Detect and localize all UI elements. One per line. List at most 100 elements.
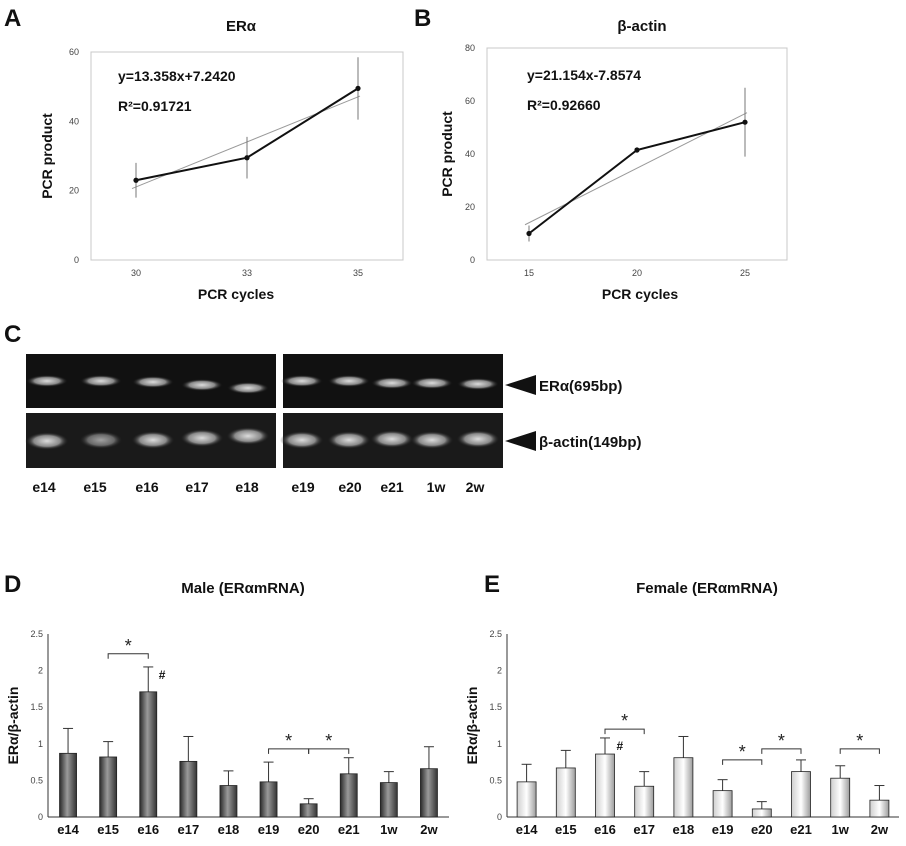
equation-label-b: y=21.154x-7.8574 (527, 67, 641, 83)
x-tick-label-e-e17: e17 (633, 822, 655, 837)
bar-e-e21 (791, 771, 811, 818)
bar-d-e20 (299, 803, 318, 818)
panel-letter-e: E (484, 571, 500, 598)
data-point-a-1 (244, 155, 250, 161)
x-tick-label-d-1w: 1w (380, 822, 398, 837)
gel-band-actin-e14 (25, 432, 69, 450)
y-axis-label-a: PCR product (39, 113, 55, 199)
lane-label-2w: 2w (466, 479, 485, 495)
y-tick-label-a-1: 20 (69, 186, 79, 196)
arrow-era-icon (505, 375, 536, 395)
data-point-a-0 (133, 177, 139, 183)
x-tick-label-d-e19: e19 (258, 822, 280, 837)
chart-d: Male (ERαmRNA) ERα/β-actin 0 0.5 1 1.5 2 2.5 e14… (5, 580, 449, 837)
y-tick-label-e-3: 1.5 (489, 702, 502, 712)
gel-band-actin-1w (410, 431, 454, 449)
significance-star-d-0: * (125, 636, 132, 656)
lane-label-e21: e21 (380, 479, 404, 495)
plot-frame-b (486, 47, 788, 261)
x-tick-label-d-2w: 2w (420, 822, 438, 837)
y-axis-label-e: ERα/β-actin (464, 687, 480, 765)
x-tick-label-b-1: 20 (632, 268, 642, 278)
x-tick-label-e-2w: 2w (871, 822, 889, 837)
bar-e-e18 (673, 757, 694, 818)
significance-star-e-1: * (739, 742, 746, 762)
data-point-b-1 (634, 147, 640, 153)
chart-b: 0 20 40 60 80 15 20 25 β-actin PCR cycles PCR prod… (439, 18, 788, 302)
x-tick-label-e-e15: e15 (555, 822, 577, 837)
panel-letter-a: A (4, 5, 21, 32)
gel-band-actin-2w (456, 430, 500, 448)
x-tick-label-e-e19: e19 (712, 822, 734, 837)
chart-a: 0 20 40 60 30 33 35 ERα PCR cycles PCR product y=1… (39, 18, 404, 302)
y-tick-label-e-5: 2.5 (489, 629, 502, 639)
bar-d-e14 (59, 752, 77, 818)
x-tick-label-a-1: 33 (242, 268, 252, 278)
y-tick-label-a-2: 40 (69, 116, 79, 126)
band-label-actin: β-actin(149bp) (539, 434, 642, 451)
lane-label-e18: e18 (235, 479, 259, 495)
y-tick-label-b-1: 20 (465, 202, 475, 212)
y-tick-label-e-2: 1 (497, 739, 502, 749)
bar-d-1w (379, 782, 398, 818)
x-tick-label-d-e20: e20 (298, 822, 320, 837)
x-tick-label-b-2: 25 (740, 268, 750, 278)
lane-label-e17: e17 (185, 479, 209, 495)
bar-e-e16 (595, 753, 615, 818)
bar-e-e20 (751, 808, 772, 818)
y-tick-label-a-0: 0 (74, 255, 79, 265)
y-tick-label-d-1: 0.5 (30, 775, 43, 785)
bar-d-e18 (219, 785, 238, 818)
r-squared-label-b: R²=0.92660 (527, 97, 601, 113)
bar-d-e15 (99, 756, 118, 818)
significance-bracket-e-0 (604, 728, 645, 735)
x-tick-label-a-2: 35 (353, 268, 363, 278)
bar-e-e17 (634, 785, 655, 818)
gel-band-era-e14 (26, 375, 68, 387)
y-tick-label-d-0: 0 (38, 812, 43, 822)
bar-e-e19 (712, 790, 733, 818)
significance-star-e-3: * (856, 731, 863, 751)
lane-label-e14: e14 (32, 479, 56, 495)
gel-band-actin-e20 (327, 431, 371, 449)
r-squared-label-a: R²=0.91721 (118, 98, 192, 114)
gel-band-era-e15 (80, 375, 122, 387)
chart-title-b: β-actin (617, 18, 666, 35)
significance-bracket-d-2 (308, 748, 350, 754)
x-tick-label-e-e21: e21 (790, 822, 812, 837)
x-tick-label-e-1w: 1w (832, 822, 850, 837)
significance-bracket-d-0 (107, 653, 149, 659)
gel-band-actin-e15 (79, 431, 123, 449)
x-tick-label-d-e15: e15 (97, 822, 119, 837)
x-tick-label-d-e17: e17 (177, 822, 199, 837)
bar-d-e16 (139, 691, 158, 818)
lane-label-e20: e20 (338, 479, 362, 495)
bar-d-e17 (179, 760, 198, 818)
gel-band-actin-e21 (370, 430, 414, 448)
y-axis-label-d: ERα/β-actin (5, 687, 21, 765)
gel-band-actin-e18 (226, 427, 270, 445)
gel-band-actin-e16 (131, 431, 175, 449)
x-tick-label-d-e16: e16 (137, 822, 159, 837)
significance-bracket-e-1 (722, 759, 763, 765)
y-tick-label-b-2: 40 (465, 149, 475, 159)
x-tick-label-b-0: 15 (524, 268, 534, 278)
y-tick-label-e-1: 0.5 (489, 775, 502, 785)
data-point-b-2 (742, 119, 748, 125)
bar-d-2w (420, 768, 438, 818)
y-tick-label-d-2: 1 (38, 739, 43, 749)
y-tick-label-e-4: 2 (497, 666, 502, 676)
bar-e-e15 (555, 767, 576, 818)
lane-label-1w: 1w (427, 479, 446, 495)
series-line-b (528, 121, 746, 235)
significance-star-e-2: * (778, 731, 785, 751)
x-tick-label-d-e21: e21 (338, 822, 360, 837)
plot-frame-a (90, 51, 404, 261)
bar-e-1w (830, 777, 851, 818)
hash-mark-e-0: # (617, 739, 624, 753)
chart-title-a: ERα (226, 18, 257, 35)
y-tick-label-d-3: 1.5 (30, 702, 43, 712)
data-point-b-0 (526, 230, 532, 237)
arrow-actin-icon (505, 431, 536, 451)
